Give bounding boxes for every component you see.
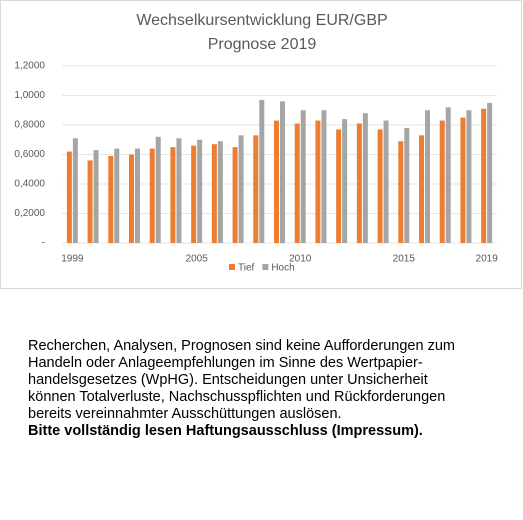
- legend-swatch: [229, 264, 235, 270]
- bar: [217, 141, 223, 243]
- bar: [377, 129, 383, 243]
- bar: [342, 119, 348, 243]
- bar: [232, 147, 238, 243]
- bar: [135, 148, 140, 243]
- bar: [259, 99, 265, 243]
- disclaimer-bold: Bitte vollständig lesen Haftungsausschlu…: [28, 423, 423, 439]
- x-tick-label: 1999: [61, 254, 84, 265]
- disclaimer-line: handelsgesetzes (WpHG). Entscheidungen u…: [28, 372, 428, 388]
- bar: [93, 150, 99, 243]
- bar: [191, 145, 197, 243]
- bar: [404, 127, 410, 243]
- x-tick-label: 2019: [476, 254, 499, 265]
- bar: [460, 117, 466, 243]
- bar: [439, 120, 445, 243]
- bar: [238, 135, 244, 243]
- y-tick-label: 0,4000: [14, 179, 45, 190]
- bar: [155, 136, 161, 243]
- bar: [149, 148, 155, 243]
- bar: [481, 108, 487, 244]
- bar: [72, 138, 78, 243]
- bar: [129, 154, 134, 243]
- bar: [419, 135, 424, 243]
- bar: [445, 107, 451, 243]
- y-tick-label: 1,0000: [14, 90, 45, 101]
- disclaimer-line: können Totalverluste, Nachschusspflichte…: [28, 389, 446, 405]
- chart-subtitle: Prognose 2019: [208, 36, 317, 53]
- bar: [176, 138, 182, 243]
- disclaimer-line: bereits vereinnahmter Ausschüttungen aus…: [28, 406, 342, 422]
- bar: [211, 144, 217, 243]
- bar: [487, 102, 493, 243]
- y-tick-label: 0,6000: [14, 149, 45, 160]
- disclaimer: Recherchen, Analysen, Prognosen sind kei…: [28, 338, 455, 440]
- legend-label: Tief: [238, 263, 255, 274]
- bar: [108, 155, 114, 243]
- y-tick-label: 0,8000: [14, 120, 45, 131]
- bar: [315, 120, 321, 243]
- bar: [362, 113, 368, 243]
- bar: [197, 139, 203, 243]
- y-tick-label: 0,2000: [14, 208, 45, 219]
- bar: [114, 148, 120, 243]
- bar: [383, 120, 389, 243]
- y-tick-label: 1,2000: [14, 61, 45, 72]
- disclaimer-line: Recherchen, Analysen, Prognosen sind kei…: [28, 338, 455, 354]
- bar: [356, 123, 362, 243]
- bar: [336, 129, 342, 243]
- chart: Wechselkursentwicklung EUR/GBP Prognose …: [0, 0, 522, 289]
- bar: [294, 123, 300, 243]
- x-tick-label: 2010: [289, 254, 312, 265]
- bar: [300, 110, 306, 243]
- y-tick-label: -: [42, 238, 45, 249]
- bar: [274, 120, 279, 243]
- bar: [66, 151, 72, 243]
- bar: [466, 110, 472, 243]
- legend-label: Hoch: [271, 263, 294, 274]
- x-tick-label: 2015: [393, 254, 416, 265]
- bar: [280, 101, 285, 244]
- x-tick-label: 2005: [186, 254, 209, 265]
- bar: [170, 147, 176, 243]
- legend-swatch: [262, 264, 269, 270]
- chart-title: Wechselkursentwicklung EUR/GBP: [136, 12, 387, 29]
- bar: [253, 135, 259, 243]
- bar: [321, 110, 327, 243]
- disclaimer-line: Handeln oder Anlageempfehlungen im Sinne…: [28, 355, 423, 371]
- bar: [398, 141, 404, 243]
- bar: [425, 110, 430, 243]
- bar: [87, 160, 93, 243]
